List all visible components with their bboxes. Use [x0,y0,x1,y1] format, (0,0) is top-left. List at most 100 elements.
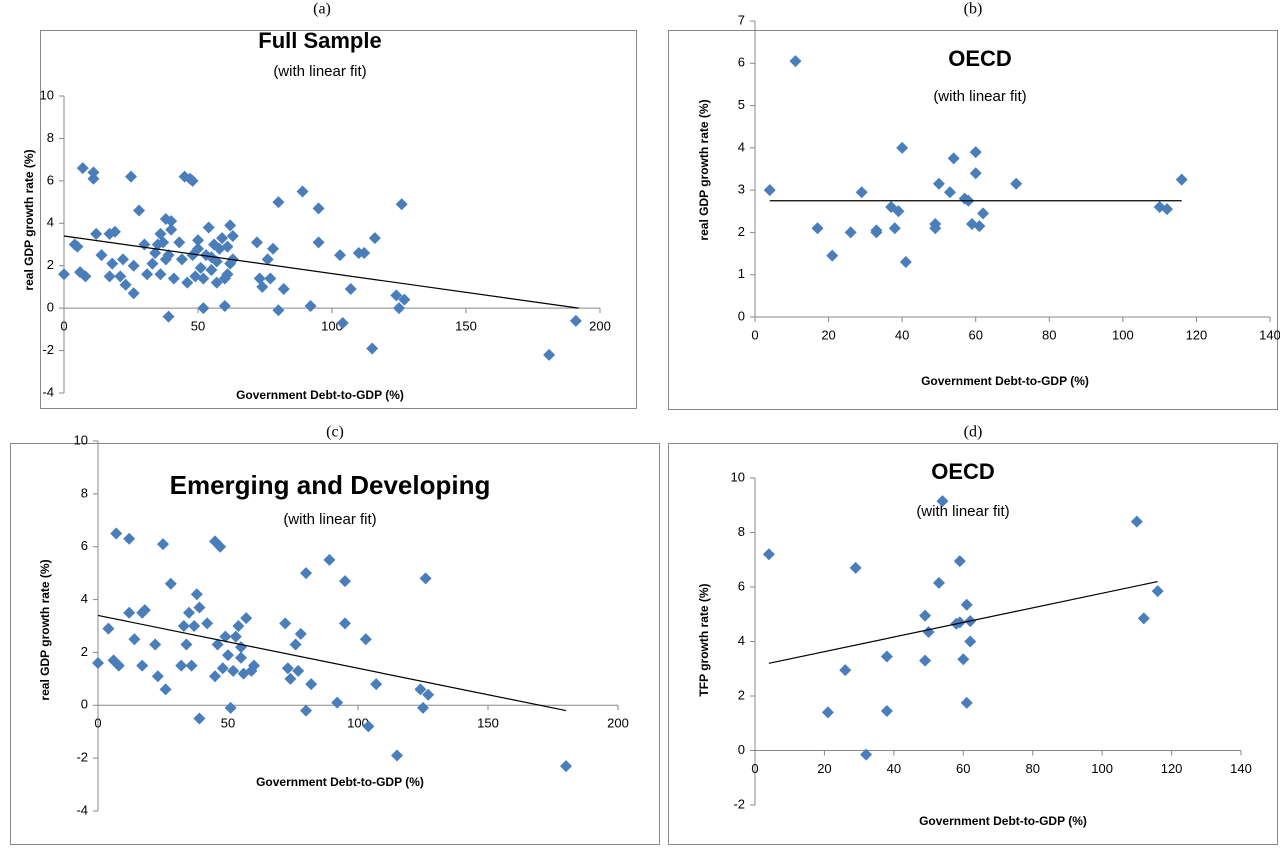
point [762,548,775,561]
y-tick-label: 2 [738,687,745,702]
point [127,259,140,272]
point [164,577,177,590]
fit-line [63,235,579,309]
point [960,696,973,709]
point [277,283,290,296]
y-tick-label: 2 [738,224,745,239]
y-axis-label: real GDP growth rate (%) [38,559,52,700]
x-tick-label: 200 [607,716,629,731]
panel-frame [40,30,637,409]
point [162,249,175,262]
point [272,196,285,209]
x-tick-label: 100 [1112,327,1134,342]
point [226,230,239,243]
point [71,240,84,253]
point [146,257,159,270]
point [419,572,432,585]
point [186,174,199,187]
point [543,348,556,361]
point [368,232,381,245]
y-tick-label: 8 [738,524,745,539]
point [261,253,274,266]
x-tick-label: 120 [1161,761,1183,776]
point [127,287,140,300]
point [180,638,193,651]
y-axis-label: TFP growth rate (%) [697,583,711,696]
point [221,268,234,281]
point [312,202,325,215]
point [919,654,932,667]
y-tick-label: 4 [738,633,745,648]
point [417,701,429,714]
point [305,678,318,691]
point [870,226,883,239]
panel-label: (c) [326,424,344,441]
x-tick-label: 150 [455,319,477,334]
point [149,638,162,651]
x-tick-label: 0 [60,319,67,334]
point [165,215,178,228]
point [370,678,383,691]
point [79,270,92,283]
point [1161,203,1173,216]
point [947,152,960,165]
y-tick-label: 8 [47,130,54,145]
point [173,236,186,249]
y-tick-label: 5 [738,97,745,112]
point [1151,585,1164,598]
y-tick-label: 6 [47,172,54,187]
y-tick-label: 8 [81,485,88,500]
x-tick-label: 20 [817,761,831,776]
point [210,255,223,268]
point [953,616,966,629]
point [300,704,312,717]
point [103,270,116,283]
chart-title: Emerging and Developing [170,470,491,500]
point [210,276,223,289]
point [366,342,379,355]
point [569,314,582,327]
point [929,217,942,230]
point [973,220,986,233]
point [264,272,277,285]
point [294,627,307,640]
point [811,222,824,235]
point [229,630,242,643]
point [110,527,123,540]
point [123,532,136,545]
point [222,649,234,662]
point [154,268,167,281]
point [1175,173,1188,186]
x-tick-label: 0 [751,327,758,342]
point [281,662,294,675]
y-tick-label: 3 [738,182,745,197]
point [165,223,178,236]
point [919,609,932,622]
point [112,659,125,672]
y-tick-label: 7 [738,12,745,27]
point [393,302,405,315]
y-tick-label: 1 [738,266,745,281]
point [133,204,146,217]
point [892,205,905,218]
point [193,712,206,725]
point [175,253,188,266]
point [102,622,115,635]
point [248,659,260,672]
point [390,289,403,302]
y-tick-label: -2 [76,750,88,765]
point [331,696,344,709]
panel-frame [668,30,1278,410]
x-tick-label: 50 [221,716,235,731]
point [193,601,206,614]
point [943,186,956,199]
point [957,653,970,666]
point [87,166,100,179]
y-tick-label: 0 [738,308,745,323]
y-tick-label: 10 [74,432,88,447]
point [339,617,351,630]
point [300,567,312,580]
point [106,257,119,270]
point [896,141,909,154]
point [87,172,100,185]
